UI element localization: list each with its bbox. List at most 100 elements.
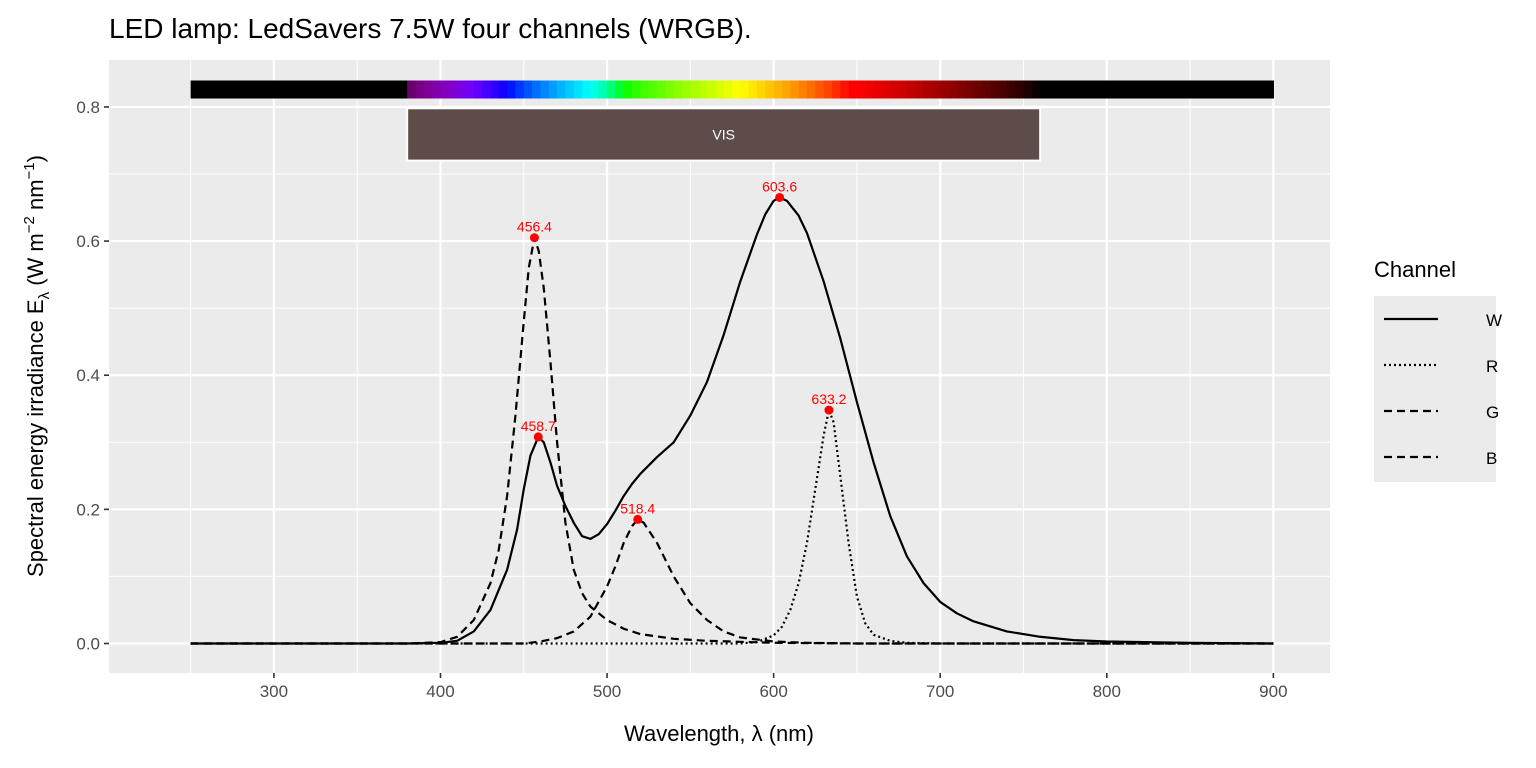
- wavelength-bar-segment: [540, 80, 550, 99]
- wavelength-bar-segment: [790, 80, 800, 99]
- wavelength-bar-segment: [1223, 80, 1233, 99]
- wavelength-bar-segment: [1215, 80, 1224, 99]
- legend-label-w: W: [1486, 311, 1502, 330]
- series-line-r: [190, 408, 1274, 645]
- wavelength-bar-segment: [881, 80, 891, 99]
- peak-label: 518.4: [620, 500, 655, 516]
- wavelength-bar-segment: [948, 80, 958, 99]
- wavelength-bar-segment: [315, 80, 325, 99]
- y-axis-title: Spectral energy irradiance Eλ (W m−2 nm−…: [21, 155, 53, 577]
- wavelength-bar-segment: [1131, 80, 1141, 99]
- wavelength-bar-segment: [1231, 80, 1241, 99]
- wavelength-bar-segment: [715, 80, 725, 99]
- wavelength-bar-segment: [798, 80, 808, 99]
- x-tick-label: 800: [1093, 682, 1121, 701]
- wavelength-bar-segment: [1190, 80, 1200, 99]
- wavelength-bar-segment: [1081, 80, 1091, 99]
- wavelength-bar-segment: [507, 80, 517, 99]
- wavelength-bar-segment: [248, 80, 258, 99]
- wavelength-bar-segment: [682, 80, 691, 99]
- y-tick-label: 0.4: [76, 366, 100, 385]
- wavelength-bar-segment: [523, 80, 533, 99]
- wavelength-bar-segment: [590, 80, 600, 99]
- wavelength-bar-segment: [448, 80, 458, 99]
- y-tick-label: 0.0: [76, 634, 100, 653]
- wavelength-bar-segment: [257, 80, 267, 99]
- wavelength-bar-segment: [373, 80, 383, 99]
- wavelength-bar-segment: [1090, 80, 1100, 99]
- wavelength-bar-segment: [557, 80, 567, 99]
- wavelength-bar-segment: [781, 80, 791, 99]
- wavelength-bar-segment: [1165, 80, 1175, 99]
- wavelength-bar-segment: [898, 80, 908, 99]
- wavelength-bar-segment: [532, 80, 542, 99]
- wavelength-bar-segment: [473, 80, 483, 99]
- wavelength-bar-segment: [365, 80, 375, 99]
- wavelength-bar-segment: [815, 80, 825, 99]
- wavelength-bar-segment: [765, 80, 775, 99]
- wavelength-bar-segment: [665, 80, 675, 99]
- wavelength-bar-segment: [856, 80, 866, 99]
- wavelength-bar-segment: [690, 80, 700, 99]
- vis-band-rect: [406, 107, 1042, 162]
- wavelength-bar-segment: [215, 80, 225, 99]
- wavelength-bar-segment: [615, 80, 625, 99]
- wavelength-bar-segment: [482, 80, 492, 99]
- peak-label: 458.7: [521, 418, 556, 434]
- wavelength-bar-segment: [1015, 80, 1025, 99]
- wavelength-bar-segment: [398, 80, 408, 99]
- wavelength-bar-segment: [573, 80, 583, 99]
- wavelength-bar-segment: [865, 80, 875, 99]
- wavelength-bar-segment: [873, 80, 883, 99]
- wavelength-bar-segment: [1248, 80, 1258, 99]
- wavelength-bar-segment: [307, 80, 317, 99]
- minor-grid: [109, 60, 1330, 673]
- wavelength-bar-segment: [1040, 80, 1050, 99]
- wavelength-bar-segment: [831, 80, 841, 99]
- x-tick-label: 300: [260, 682, 288, 701]
- series-line-b: [190, 236, 1274, 645]
- wavelength-bar-segment: [623, 80, 633, 99]
- x-axis-title: Wavelength, λ (nm): [624, 721, 814, 746]
- x-tick-label: 600: [759, 682, 787, 701]
- peak-label: 603.6: [762, 178, 797, 194]
- wavelength-bar-segment: [332, 80, 342, 99]
- wavelength-bar-segment: [273, 80, 283, 99]
- wavelength-bar-segment: [806, 80, 816, 99]
- wavelength-bar-segment: [931, 80, 941, 99]
- wavelength-bar-segment: [906, 80, 916, 99]
- wavelength-bar-segment: [1031, 80, 1041, 99]
- wavelength-bar-segment: [440, 80, 450, 99]
- wavelength-bar-segment: [498, 80, 508, 99]
- wavelength-bar-segment: [890, 80, 900, 99]
- series-lines: [190, 196, 1274, 645]
- legend: Channel W R G B: [1374, 257, 1502, 482]
- wavelength-bar-segment: [965, 80, 975, 99]
- legend-key-background: [1374, 296, 1496, 482]
- wavelength-bar-segment: [756, 80, 766, 99]
- y-axis-title-exp2: −1: [21, 162, 38, 179]
- wavelength-bar-segment: [1148, 80, 1158, 99]
- x-tick-label: 500: [593, 682, 621, 701]
- wavelength-bar-segment: [981, 80, 991, 99]
- wavelength-bar-segment: [1256, 80, 1266, 99]
- wavelength-bar-segment: [223, 80, 233, 99]
- peak-point: [529, 233, 539, 243]
- wavelength-bar-segment: [1156, 80, 1166, 99]
- wavelength-bar-segment: [340, 80, 350, 99]
- legend-label-b: B: [1486, 449, 1497, 468]
- wavelength-bar-segment: [923, 80, 933, 99]
- series-line-w: [190, 196, 1274, 645]
- y-axis-title-unit: (W m: [23, 233, 48, 292]
- wavelength-bar-segment: [1106, 80, 1116, 99]
- wavelength-bar-segment: [707, 80, 716, 99]
- wavelength-bar-segment: [323, 80, 333, 99]
- wavelength-bar-segment: [748, 80, 758, 99]
- x-tick-label: 400: [426, 682, 454, 701]
- wavelength-bar-segment: [990, 80, 1000, 99]
- wavelength-bar-segment: [848, 80, 858, 99]
- wavelength-bar-segment: [1173, 80, 1183, 99]
- y-tick-label: 0.6: [76, 232, 100, 251]
- wavelength-bar-segment: [1115, 80, 1125, 99]
